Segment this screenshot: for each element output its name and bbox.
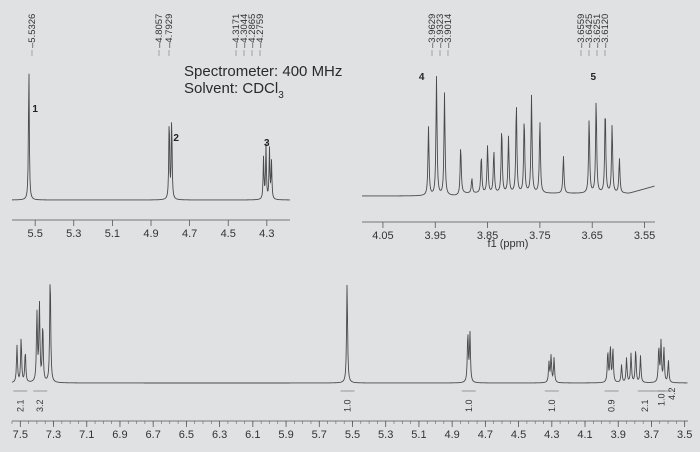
spectrometer-label: Spectrometer: 400 MHz bbox=[184, 63, 342, 80]
inset-left-tick-label: 4.3 bbox=[259, 228, 274, 240]
peak-shift-label: –3.6120 bbox=[600, 14, 611, 48]
full-tick-label: 3.9 bbox=[611, 429, 626, 441]
full-tick-label: 4.9 bbox=[444, 429, 459, 441]
full-tick-label: 6.5 bbox=[179, 429, 194, 441]
peak-shift-label: –4.2759 bbox=[255, 14, 266, 48]
peak-shift-label: –3.9629 bbox=[427, 14, 438, 48]
peak-shift-label: –3.6251 bbox=[592, 14, 603, 48]
x-axis-title: f1 (ppm) bbox=[488, 238, 529, 250]
signal-label: 1 bbox=[32, 104, 38, 115]
solvent-label: Solvent: CDCl3 bbox=[184, 80, 284, 101]
integral-label: 1.0 bbox=[343, 399, 353, 412]
integral-label: 2.1 bbox=[15, 399, 25, 412]
full-tick-label: 5.7 bbox=[312, 429, 327, 441]
inset-right-tick-label: 4.05 bbox=[372, 230, 393, 242]
inset-right-tick-label: 3.55 bbox=[634, 230, 655, 242]
integral-label: 0.9 bbox=[607, 399, 617, 412]
full-tick-label: 4.7 bbox=[478, 429, 493, 441]
inset-right-trace bbox=[362, 76, 655, 197]
full-tick-label: 7.5 bbox=[13, 429, 28, 441]
inset-left-tick-label: 5.3 bbox=[66, 228, 81, 240]
peak-shift-label: –4.2865 bbox=[247, 14, 258, 48]
integral-label: 3.2 bbox=[35, 399, 45, 412]
inset-left-tick-label: 5.5 bbox=[28, 228, 43, 240]
peak-shift-label: –3.6559 bbox=[576, 14, 587, 48]
peak-shift-label: –4.3171 bbox=[231, 14, 242, 48]
inset-left-tick-label: 4.7 bbox=[182, 228, 197, 240]
full-tick-label: 3.7 bbox=[644, 429, 659, 441]
full-tick-label: 5.5 bbox=[345, 429, 360, 441]
full-tick-label: 7.1 bbox=[79, 429, 94, 441]
inset-right-tick-label: 3.65 bbox=[582, 230, 603, 242]
full-tick-label: 5.9 bbox=[278, 429, 293, 441]
integral-label: 1.0 bbox=[464, 399, 474, 412]
full-tick-label: 4.1 bbox=[577, 429, 592, 441]
inset-left-trace bbox=[11, 73, 291, 201]
inset-left-tick-label: 5.1 bbox=[105, 228, 120, 240]
peak-shift-label: –4.7929 bbox=[164, 14, 175, 48]
full-tick-label: 6.9 bbox=[112, 429, 127, 441]
inset-right-tick-label: 3.85 bbox=[477, 230, 498, 242]
peak-shift-label: –4.3044 bbox=[239, 14, 250, 48]
integral-label: 2.1 bbox=[640, 399, 650, 412]
full-tick-label: 4.5 bbox=[511, 429, 526, 441]
integral-label: 1.0 bbox=[547, 399, 557, 412]
full-tick-label: 6.3 bbox=[212, 429, 227, 441]
signal-label: 3 bbox=[264, 138, 270, 149]
peak-shift-label: –3.9323 bbox=[435, 14, 446, 48]
full-tick-label: 5.3 bbox=[378, 429, 393, 441]
peak-shift-label: –3.9014 bbox=[443, 14, 454, 48]
peak-shift-label: –3.6425 bbox=[584, 14, 595, 48]
signal-label: 4 bbox=[419, 72, 425, 83]
full-tick-label: 5.1 bbox=[411, 429, 426, 441]
full-tick-label: 3.5 bbox=[677, 429, 692, 441]
inset-right-tick-label: 3.95 bbox=[425, 230, 446, 242]
integral-label: 4.2 bbox=[667, 387, 677, 400]
inset-left-tick-label: 4.9 bbox=[143, 228, 158, 240]
signal-label: 2 bbox=[173, 133, 179, 144]
full-tick-label: 6.1 bbox=[245, 429, 260, 441]
full-trace bbox=[11, 284, 688, 384]
integral-label: 1.0 bbox=[657, 393, 667, 406]
full-tick-label: 7.3 bbox=[46, 429, 61, 441]
peak-shift-label: –5.5326 bbox=[27, 14, 38, 48]
inset-right-tick-label: 3.75 bbox=[529, 230, 550, 242]
full-tick-label: 6.7 bbox=[146, 429, 161, 441]
peak-shift-label: –4.8057 bbox=[154, 14, 165, 48]
inset-left-tick-label: 4.5 bbox=[221, 228, 236, 240]
signal-label: 5 bbox=[591, 72, 597, 83]
full-tick-label: 4.3 bbox=[544, 429, 559, 441]
